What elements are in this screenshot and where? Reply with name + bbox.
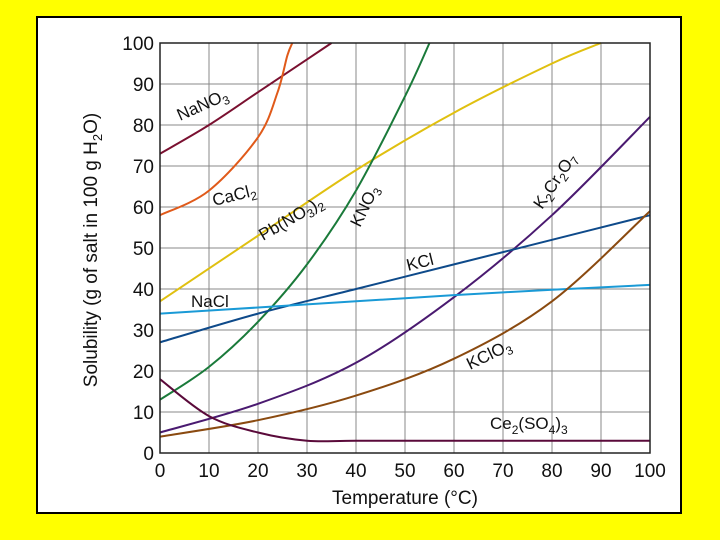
label-pbno32: Pb(NO3)2 <box>256 192 329 247</box>
label-cacl2: CaCl2 <box>210 181 259 213</box>
series-line-kcl <box>159 214 651 344</box>
x-tick-label: 40 <box>345 461 366 482</box>
x-tick-label: 100 <box>634 461 666 482</box>
chart-frame: 0 10 20 30 40 50 60 70 80 90 100 0 10 20 30 40 50 60 70 80 9… <box>36 16 682 514</box>
plot-border <box>159 42 651 454</box>
label-k2cr2o7: K2Cr2O7 <box>530 149 583 213</box>
y-tick-label: 30 <box>133 321 154 342</box>
y-tick-label: 70 <box>133 157 154 178</box>
series-layer <box>159 42 651 443</box>
label-nano3: NaNO3 <box>174 85 232 127</box>
series-line-cacl2 <box>159 42 294 217</box>
y-tick-label: 60 <box>133 198 154 219</box>
label-ce2so43: Ce2(SO4)3 <box>490 414 568 437</box>
y-tick-label: 100 <box>122 34 154 55</box>
y-tick-label: 80 <box>133 116 154 137</box>
series-line-k2cr2o7 <box>159 116 651 434</box>
x-tick-label: 10 <box>198 461 219 482</box>
x-tick-label: 90 <box>590 461 611 482</box>
tick-labels: 0 10 20 30 40 50 60 70 80 90 100 0 10 20 30 40 50 60 70 80 9… <box>122 34 666 482</box>
y-tick-label: 20 <box>133 362 154 383</box>
y-tick-label: 50 <box>133 239 154 260</box>
x-tick-label: 80 <box>541 461 562 482</box>
series-line-nano3 <box>159 42 333 155</box>
y-tick-label: 10 <box>133 403 154 424</box>
label-kclo3: KClO3 <box>463 336 515 377</box>
series-line-kno3 <box>159 42 431 401</box>
y-axis-title: Solubility (g of salt in 100 g H2O) <box>81 113 105 387</box>
x-axis-title: Temperature (°C) <box>332 488 478 509</box>
solubility-chart: 0 10 20 30 40 50 60 70 80 90 100 0 10 20 30 40 50 60 70 80 9… <box>81 34 666 509</box>
x-tick-label: 0 <box>155 461 166 482</box>
x-tick-label: 70 <box>492 461 513 482</box>
grid <box>159 42 651 454</box>
label-nacl: NaCl <box>191 292 229 311</box>
y-tick-label: 40 <box>133 280 154 301</box>
x-tick-label: 30 <box>296 461 317 482</box>
y-tick-label: 0 <box>143 444 154 465</box>
x-tick-label: 20 <box>247 461 268 482</box>
series-line-ce2so43 <box>159 378 650 443</box>
series-line-nacl <box>159 283 651 315</box>
x-tick-label: 50 <box>394 461 415 482</box>
series-line-pbno32 <box>159 42 602 303</box>
y-tick-label: 90 <box>133 75 154 96</box>
series-line-kclo3 <box>159 210 651 438</box>
x-tick-label: 60 <box>443 461 464 482</box>
